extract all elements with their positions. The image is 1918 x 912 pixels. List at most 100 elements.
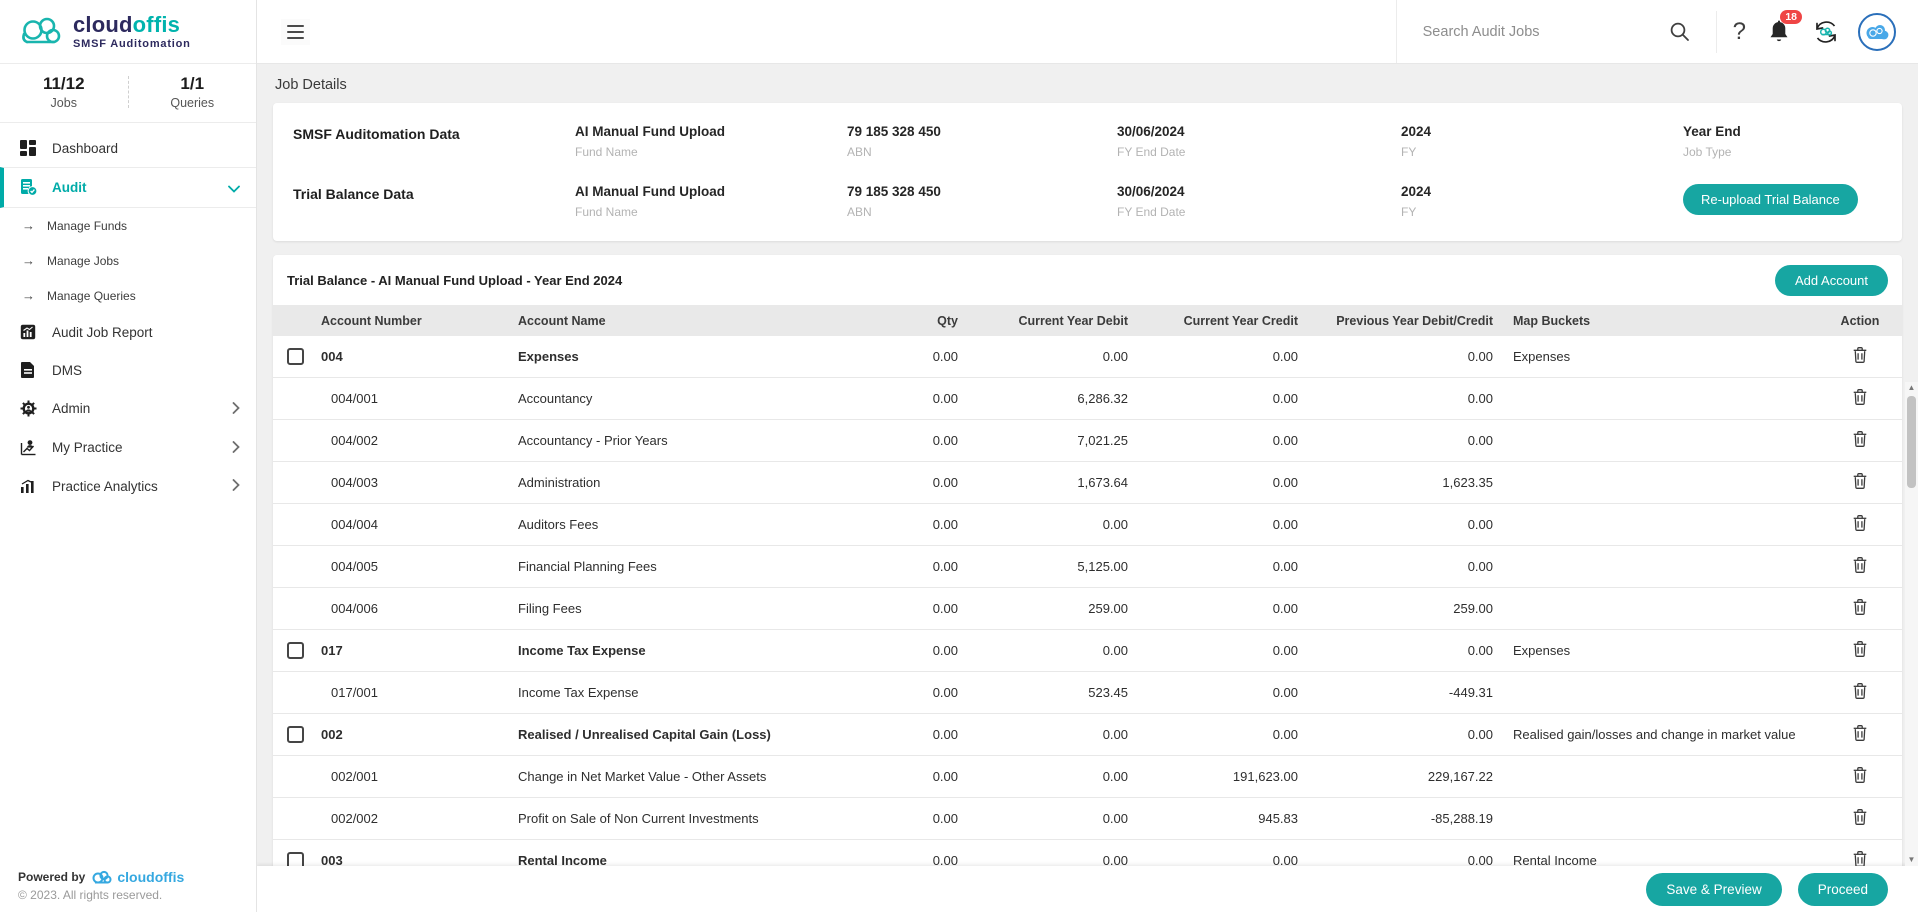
table-scrollbar[interactable]: ▲ ▼	[1905, 382, 1918, 866]
sidebar-item-audit-job-report[interactable]: Audit Job Report	[0, 313, 256, 351]
brand-logo[interactable]: cloudoffis SMSF Auditomation	[0, 0, 256, 64]
powered-by-label: Powered by	[18, 870, 85, 884]
table-row[interactable]: 004/004 Auditors Fees 0.00 0.00 0.00 0.0…	[273, 504, 1902, 546]
add-account-button[interactable]: Add Account	[1775, 265, 1888, 296]
account-number-cell: 002/002	[313, 811, 518, 826]
qty-cell: 0.00	[868, 475, 958, 490]
search-button[interactable]	[1663, 15, 1696, 48]
scroll-up-arrow-icon[interactable]: ▲	[1908, 382, 1916, 394]
sidebar-item-audit[interactable]: Audit	[0, 167, 256, 208]
current-year-credit-cell: 0.00	[1128, 601, 1298, 616]
reupload-field: Re-upload Trial Balance	[1683, 184, 1882, 215]
trial-balance-card: Trial Balance - AI Manual Fund Upload - …	[273, 255, 1902, 895]
table-row[interactable]: 017 Income Tax Expense 0.00 0.00 0.00 0.…	[273, 630, 1902, 672]
notifications-button[interactable]: 18	[1762, 14, 1796, 50]
sidebar-item-admin[interactable]: Admin	[0, 389, 256, 428]
delete-row-button[interactable]	[1847, 428, 1873, 453]
trash-icon	[1853, 473, 1867, 489]
current-year-credit-cell: 0.00	[1128, 643, 1298, 658]
trash-icon	[1853, 557, 1867, 573]
sidebar-item-practice-analytics[interactable]: Practice Analytics	[0, 467, 256, 505]
sidebar-item-label: Manage Queries	[47, 289, 136, 303]
reupload-trial-balance-button[interactable]: Re-upload Trial Balance	[1683, 184, 1858, 215]
row-checkbox[interactable]	[287, 642, 304, 659]
trash-icon	[1853, 641, 1867, 657]
sync-button[interactable]	[1806, 13, 1846, 51]
delete-row-button[interactable]	[1847, 386, 1873, 411]
sidebar-footer: Powered by cloudoffis © 2023. All rights…	[18, 869, 184, 902]
search-input[interactable]	[1423, 24, 1663, 40]
delete-row-button[interactable]	[1847, 596, 1873, 621]
fy-label: FY	[1401, 145, 1683, 159]
analytics-bars-icon	[18, 478, 38, 494]
trash-icon	[1853, 767, 1867, 783]
table-row[interactable]: 002/002 Profit on Sale of Non Current In…	[273, 798, 1902, 840]
delete-row-button[interactable]	[1847, 344, 1873, 369]
delete-row-button[interactable]	[1847, 722, 1873, 747]
table-row[interactable]: 004/003 Administration 0.00 1,673.64 0.0…	[273, 462, 1902, 504]
table-row[interactable]: 002 Realised / Unrealised Capital Gain (…	[273, 714, 1902, 756]
search-area	[1396, 0, 1710, 63]
delete-row-button[interactable]	[1847, 512, 1873, 537]
table-header-row: Account Number Account Name Qty Current …	[273, 305, 1902, 336]
sidebar-item-dashboard[interactable]: Dashboard	[0, 129, 256, 167]
topbar-right-group: ? 18	[1396, 0, 1918, 63]
account-name-cell: Change in Net Market Value - Other Asset…	[518, 769, 868, 784]
table-row[interactable]: 017/001 Income Tax Expense 0.00 523.45 0…	[273, 672, 1902, 714]
proceed-button[interactable]: Proceed	[1798, 873, 1888, 906]
delete-row-button[interactable]	[1847, 638, 1873, 663]
footer-brand-link[interactable]: cloudoffis	[91, 869, 184, 885]
scrollbar-thumb[interactable]	[1907, 396, 1916, 488]
account-name-cell: Income Tax Expense	[518, 643, 868, 658]
stats-panel: 11/12 Jobs 1/1 Queries	[0, 64, 256, 123]
jobs-stat[interactable]: 11/12 Jobs	[0, 74, 128, 110]
fund-name-label: Fund Name	[575, 205, 847, 219]
sidebar-item-manage-queries[interactable]: → Manage Queries	[0, 278, 256, 313]
menu-toggle-button[interactable]	[281, 19, 310, 45]
arrow-right-icon: →	[22, 218, 35, 233]
delete-row-button[interactable]	[1847, 764, 1873, 789]
sidebar-item-dms[interactable]: DMS	[0, 351, 256, 389]
help-icon: ?	[1733, 18, 1746, 46]
table-row[interactable]: 004/001 Accountancy 0.00 6,286.32 0.00 0…	[273, 378, 1902, 420]
delete-row-button[interactable]	[1847, 470, 1873, 495]
delete-row-button[interactable]	[1847, 680, 1873, 705]
account-name-cell: Filing Fees	[518, 601, 868, 616]
scroll-down-arrow-icon[interactable]: ▼	[1908, 854, 1916, 866]
table-row[interactable]: 004 Expenses 0.00 0.00 0.00 0.00 Expense…	[273, 336, 1902, 378]
fy-end-value: 30/06/2024	[1117, 184, 1401, 199]
sidebar-item-manage-jobs[interactable]: → Manage Jobs	[0, 243, 256, 278]
row-checkbox[interactable]	[287, 726, 304, 743]
account-name-cell: Financial Planning Fees	[518, 559, 868, 574]
help-button[interactable]: ?	[1727, 12, 1752, 52]
sidebar-item-manage-funds[interactable]: → Manage Funds	[0, 208, 256, 243]
delete-row-button[interactable]	[1847, 806, 1873, 831]
audit-icon	[18, 179, 38, 196]
table-row[interactable]: 002/001 Change in Net Market Value - Oth…	[273, 756, 1902, 798]
trash-icon	[1853, 725, 1867, 741]
current-year-credit-cell: 0.00	[1128, 475, 1298, 490]
previous-year-debit-credit-cell: 259.00	[1298, 601, 1493, 616]
col-current-year-debit: Current Year Debit	[958, 314, 1128, 328]
row-checkbox[interactable]	[287, 348, 304, 365]
previous-year-debit-credit-cell: 0.00	[1298, 559, 1493, 574]
job-details-card: SMSF Auditomation Data AI Manual Fund Up…	[273, 103, 1902, 241]
sidebar-item-my-practice[interactable]: My Practice	[0, 428, 256, 467]
table-row[interactable]: 004/006 Filing Fees 0.00 259.00 0.00 259…	[273, 588, 1902, 630]
chevron-right-icon	[232, 441, 240, 455]
delete-row-button[interactable]	[1847, 554, 1873, 579]
current-year-debit-cell: 0.00	[958, 769, 1128, 784]
save-preview-button[interactable]: Save & Preview	[1646, 873, 1781, 906]
top-bar: ? 18	[257, 0, 1918, 64]
cloud-sync-icon	[1812, 19, 1840, 45]
queries-stat[interactable]: 1/1 Queries	[129, 74, 257, 110]
job-type-value: Year End	[1683, 124, 1882, 139]
table-row[interactable]: 004/005 Financial Planning Fees 0.00 5,1…	[273, 546, 1902, 588]
user-avatar[interactable]	[1858, 13, 1896, 51]
brand-name-primary: cloud	[73, 12, 133, 37]
page-title: Job Details	[275, 77, 1900, 93]
row-title: SMSF Auditomation Data	[293, 124, 575, 142]
table-row[interactable]: 004/002 Accountancy - Prior Years 0.00 7…	[273, 420, 1902, 462]
current-year-debit-cell: 0.00	[958, 811, 1128, 826]
fy-value: 2024	[1401, 184, 1683, 199]
